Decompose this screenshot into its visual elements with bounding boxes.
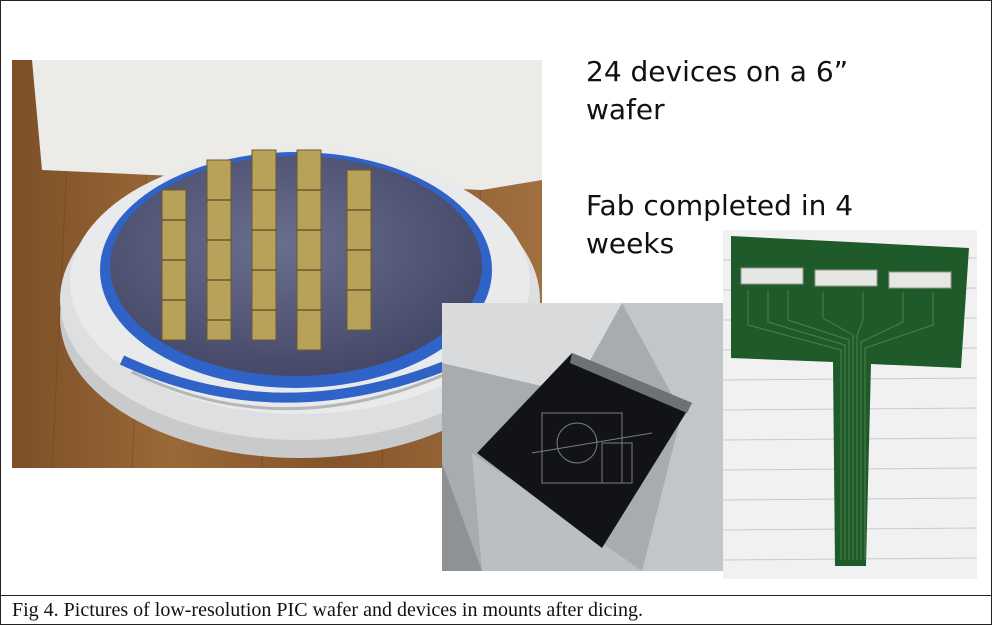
slide-text-line: Fab completed in 4 xyxy=(586,189,854,222)
slide-text-line: wafer xyxy=(586,93,665,126)
pcb-photo xyxy=(723,230,977,579)
figure-caption: Fig 4. Pictures of low-resolution PIC wa… xyxy=(12,599,643,621)
slide-text-fab: Fab completed in 4 weeks xyxy=(586,187,853,263)
chip-mount-photo xyxy=(442,303,723,571)
slide-text-devices: 24 devices on a 6” wafer xyxy=(586,53,848,129)
caption-bar: Fig 4. Pictures of low-resolution PIC wa… xyxy=(1,595,991,625)
wafer-photo xyxy=(12,60,542,468)
slide-text-line: weeks xyxy=(586,227,675,260)
slide-text-line: 24 devices on a 6” xyxy=(586,55,849,88)
